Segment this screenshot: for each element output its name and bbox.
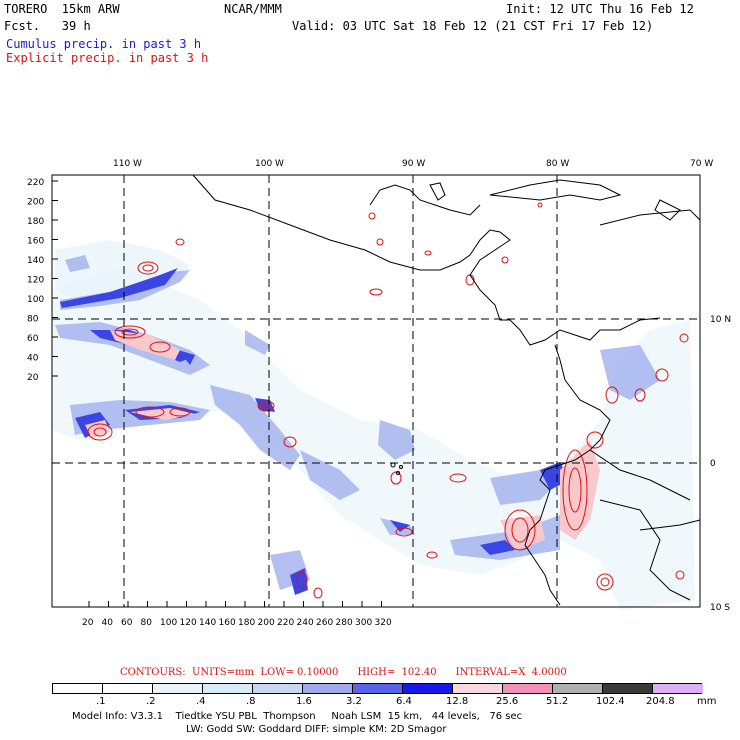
lat-label-0: 0: [710, 459, 716, 469]
legend-swatch: [203, 684, 253, 693]
coastlines: [192, 174, 701, 606]
y-axis: 220 200 180 160 140 120 100 80 60 40 20: [27, 178, 58, 383]
x-axis: 20 40 60 80 100 120 140 160 180 200 220 240 260 280 30…: [82, 601, 392, 628]
y-tick-label: 80: [27, 315, 39, 325]
legend-label: 6.4: [396, 696, 412, 707]
legend-swatch: [153, 684, 203, 693]
x-tick-label: 220: [277, 618, 294, 628]
legend-label: 51.2: [546, 696, 569, 707]
forecast-hour: Fcst. 39 h: [4, 19, 91, 33]
x-tick-label: 140: [199, 618, 216, 628]
lat-label-10n: 10 N: [710, 315, 731, 325]
x-tick-label: 300: [355, 618, 372, 628]
x-tick-label: 200: [258, 618, 275, 628]
legend-swatch: [253, 684, 303, 693]
contour-info: CONTOURS: UNITS=mm LOW= 0.10000 HIGH= 10…: [120, 667, 567, 678]
legend-swatch: [553, 684, 603, 693]
x-tick-label: 60: [121, 618, 133, 628]
legend-swatch: [403, 684, 453, 693]
init-time: Init: 12 UTC Thu 16 Feb 12: [506, 2, 694, 16]
legend-unit: mm: [697, 696, 717, 707]
y-tick-label: 180: [27, 217, 44, 227]
x-tick-label: 320: [375, 618, 392, 628]
legend-swatch: [603, 684, 653, 693]
x-tick-label: 260: [316, 618, 333, 628]
x-tick-label: 100: [160, 618, 177, 628]
x-tick-label: 20: [82, 618, 94, 628]
y-tick-label: 200: [27, 198, 44, 208]
y-tick-label: 140: [27, 256, 44, 266]
legend-label: 1.6: [296, 696, 312, 707]
legend-swatch: [453, 684, 503, 693]
legend-swatch: [353, 684, 403, 693]
x-tick-label: 160: [219, 618, 236, 628]
y-tick-label: 100: [27, 295, 44, 305]
y-tick-label: 40: [27, 354, 39, 364]
y-tick-label: 120: [27, 276, 44, 286]
x-tick-label: 280: [336, 618, 353, 628]
x-tick-label: 80: [141, 618, 153, 628]
x-tick-label: 240: [297, 618, 314, 628]
legend-label: .2: [146, 696, 156, 707]
lat-label-10s: 10 S: [710, 603, 730, 613]
organization-label: NCAR/MMM: [224, 2, 282, 16]
legend-label: 204.8: [646, 696, 675, 707]
legend-label: 12.8: [446, 696, 469, 707]
y-tick-label: 60: [27, 334, 39, 344]
legend-label: 102.4: [596, 696, 625, 707]
legend-label: .1: [96, 696, 106, 707]
explicit-precip-label: Explicit precip. in past 3 h: [6, 51, 209, 65]
legend-swatch: [53, 684, 103, 693]
precip-legend: [52, 683, 703, 694]
map-frame: [51, 174, 701, 608]
lon-label-80w: 80 W: [546, 159, 569, 169]
explicit-precip-contours: [87, 202, 689, 599]
legend-label: 3.2: [346, 696, 362, 707]
lat-lon-grid: [52, 175, 700, 607]
x-tick-label: 120: [180, 618, 197, 628]
lon-label-100w: 100 W: [255, 159, 284, 169]
legend-swatch: [303, 684, 353, 693]
cumulus-precip-label: Cumulus precip. in past 3 h: [6, 37, 202, 51]
model-info-line1: Model Info: V3.3.1 Tiedtke YSU PBL Thomp…: [72, 711, 523, 722]
legend-swatch: [653, 684, 703, 693]
legend-label: .8: [246, 696, 256, 707]
lon-label-110w: 110 W: [113, 159, 142, 169]
y-tick-label: 160: [27, 237, 44, 247]
lon-label-90w: 90 W: [402, 159, 425, 169]
legend-label: 25.6: [496, 696, 519, 707]
model-title: TORERO 15km ARW: [4, 2, 120, 16]
x-tick-label: 180: [238, 618, 255, 628]
lon-label-70w: 70 W: [690, 159, 713, 169]
legend-swatch: [103, 684, 153, 693]
model-info-line2: LW: Godd SW: Goddard DIFF: simple KM: 2D…: [186, 724, 447, 735]
legend-swatch: [503, 684, 553, 693]
x-tick-label: 40: [102, 618, 114, 628]
legend-label: .4: [196, 696, 206, 707]
y-tick-label: 20: [27, 373, 39, 383]
y-tick-label: 220: [27, 178, 44, 188]
valid-time: Valid: 03 UTC Sat 18 Feb 12 (21 CST Fri …: [292, 19, 654, 33]
